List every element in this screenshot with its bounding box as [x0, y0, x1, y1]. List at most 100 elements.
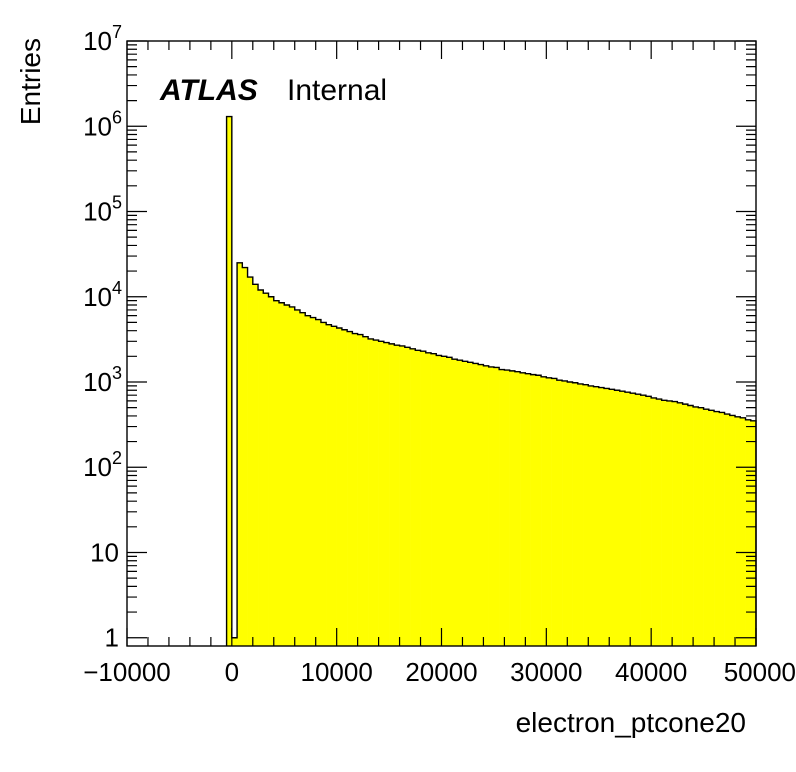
histogram-bin	[237, 262, 243, 646]
internal-label: Internal	[287, 74, 387, 107]
x-tick-label: 0	[225, 657, 239, 687]
histogram-bin	[226, 116, 233, 646]
histogram-bin	[483, 365, 489, 646]
histogram-bin	[373, 340, 379, 646]
histogram-bin	[619, 391, 626, 646]
histogram-bin	[651, 397, 657, 646]
histogram-bin	[525, 373, 531, 646]
histogram-bin	[740, 417, 746, 646]
histogram-bin	[242, 267, 248, 646]
histogram-bin	[415, 350, 421, 646]
histogram-bin	[635, 394, 641, 646]
histogram-bin	[499, 369, 505, 646]
y-tick-label: 105	[83, 193, 122, 227]
histogram-bin	[724, 414, 731, 646]
histogram-bin	[399, 345, 406, 646]
y-axis-title: Entries	[15, 38, 46, 125]
histogram-bin	[504, 370, 510, 646]
x-tick-label: 30000	[510, 657, 582, 687]
histogram-bin	[347, 331, 353, 646]
histogram-bin	[420, 351, 427, 646]
histogram-bin	[645, 396, 652, 646]
histogram-bin	[326, 324, 332, 646]
histogram-bin	[331, 326, 337, 646]
x-tick-label: 40000	[615, 657, 687, 687]
histogram-bin	[268, 296, 275, 646]
histogram-bin	[389, 343, 395, 646]
histogram-bin	[446, 357, 453, 646]
atlas-label: ATLAS	[159, 74, 258, 107]
histogram-bin	[258, 290, 264, 646]
x-tick-label: 10000	[301, 657, 373, 687]
histogram-bin	[305, 315, 311, 646]
histogram-bin	[698, 407, 704, 646]
y-tick-labels: 1 10 102 103 104 105 106 107	[83, 22, 122, 653]
histogram-bin	[263, 293, 269, 646]
histogram-bin	[520, 372, 526, 646]
histogram-bin	[488, 366, 495, 646]
histogram-bin	[357, 334, 364, 646]
histogram-bin	[656, 399, 662, 646]
histogram-bin	[567, 381, 573, 646]
histogram-bin	[687, 405, 694, 646]
histogram-outline	[225, 115, 757, 646]
histogram-bin	[672, 401, 678, 646]
y-tick-label: 1	[105, 623, 119, 653]
histogram-bin	[572, 382, 579, 646]
histogram-bin	[714, 411, 720, 646]
histogram-bin	[436, 355, 442, 646]
histogram-bin	[708, 410, 715, 646]
histogram-bin	[541, 376, 547, 646]
histogram-bin	[546, 377, 552, 646]
histogram-bin	[315, 319, 322, 646]
histogram-bin	[661, 400, 668, 646]
histogram-bin	[535, 375, 542, 646]
histogram-bin	[603, 388, 610, 646]
histogram-bin	[630, 393, 636, 646]
histogram-bin	[336, 327, 343, 646]
histogram-bin	[341, 329, 348, 646]
histogram-bin	[310, 317, 316, 646]
histogram-bin	[362, 336, 369, 646]
histogram-bin	[252, 284, 259, 646]
histogram-bin	[457, 360, 463, 646]
histogram-bars	[225, 115, 757, 646]
histogram-bin	[729, 415, 736, 646]
histogram-bin	[441, 356, 448, 646]
histogram-bin	[383, 342, 390, 646]
histogram-bin	[284, 305, 290, 646]
histogram-bin	[640, 395, 647, 646]
histogram-bin	[719, 412, 725, 646]
histogram-bin	[551, 378, 558, 646]
histogram-bin	[289, 306, 296, 646]
histogram-bin	[593, 386, 600, 646]
y-tick-label: 103	[83, 363, 122, 397]
histogram-bin	[273, 300, 280, 646]
histogram-bin	[352, 333, 358, 646]
x-tick-label: 20000	[405, 657, 477, 687]
histogram-bin	[410, 348, 416, 646]
histogram-bin	[394, 345, 400, 646]
histogram-bin	[614, 390, 621, 646]
histogram-bin	[378, 341, 385, 646]
histogram-bin	[404, 347, 411, 646]
y-tick-label: 106	[83, 107, 122, 141]
histogram-bin	[425, 352, 432, 646]
x-tick-label: 50000	[724, 657, 796, 687]
histogram-bin	[745, 419, 752, 646]
histogram-bin	[693, 406, 699, 646]
histogram-bin	[556, 380, 563, 646]
histogram-bin	[472, 363, 479, 646]
histogram-bin	[677, 402, 683, 646]
histogram-bin	[583, 384, 589, 646]
histogram-bin	[735, 416, 741, 646]
histogram-bin	[750, 420, 757, 646]
histogram-bin	[703, 409, 710, 646]
histogram-bin	[299, 312, 306, 646]
histogram-bin	[279, 302, 285, 646]
histogram-bin	[451, 359, 458, 646]
plot-frame	[126, 40, 757, 647]
y-tick-label: 104	[83, 278, 122, 312]
y-tick-label: 10	[90, 537, 119, 567]
